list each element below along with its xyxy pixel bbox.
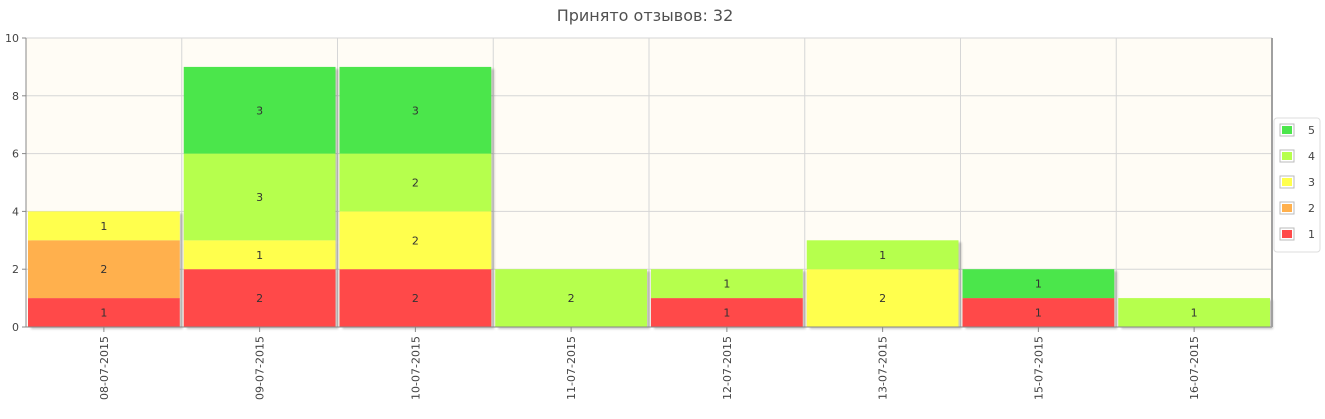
bar-segment[interactable] [183, 240, 336, 270]
x-tick-label: 09-07-2015 [254, 336, 267, 400]
x-tick-label: 15-07-2015 [1032, 336, 1045, 400]
bar-stack [28, 211, 180, 327]
legend-swatch[interactable] [1282, 204, 1292, 212]
bar-stack [651, 269, 803, 327]
legend-label[interactable]: 1 [1308, 228, 1315, 241]
bar-value-label: 2 [879, 292, 886, 305]
bar-segment[interactable] [339, 269, 492, 327]
bar-segment[interactable] [962, 269, 1115, 299]
bar-segment[interactable] [28, 211, 180, 241]
bar-segment[interactable] [339, 153, 492, 212]
bar-segment[interactable] [651, 269, 803, 299]
y-tick-label: 6 [12, 148, 19, 161]
bar-value-label: 1 [256, 249, 263, 262]
legend-label[interactable]: 4 [1308, 150, 1315, 163]
legend-label[interactable]: 5 [1308, 124, 1315, 137]
bar-segment[interactable] [28, 240, 180, 299]
bar-value-label: 1 [1035, 278, 1042, 291]
bar-segment[interactable] [339, 66, 492, 154]
y-tick-label: 2 [12, 263, 19, 276]
bar-value-label: 1 [879, 249, 886, 262]
x-tick-label: 10-07-2015 [409, 336, 422, 400]
bar-value-label: 2 [412, 292, 419, 305]
bar-stack [339, 66, 492, 327]
bar-stack [806, 240, 959, 327]
x-tick-label: 11-07-2015 [565, 336, 578, 400]
y-tick-label: 10 [5, 32, 19, 45]
bar-segment[interactable] [183, 153, 336, 241]
legend-label[interactable]: 2 [1308, 202, 1315, 215]
bar-segment[interactable] [339, 211, 492, 270]
bar-stack [495, 269, 647, 327]
bar-value-label: 3 [256, 104, 263, 117]
bar-stack [183, 66, 336, 327]
bar-stack [962, 269, 1115, 327]
bar-segment[interactable] [806, 240, 959, 270]
bar-value-label: 1 [100, 307, 107, 320]
bar-value-label: 3 [256, 191, 263, 204]
legend-swatch[interactable] [1282, 126, 1292, 134]
bar-value-label: 2 [256, 292, 263, 305]
y-tick-label: 4 [12, 205, 19, 218]
bar-value-label: 2 [412, 234, 419, 247]
x-tick-label: 12-07-2015 [721, 336, 734, 400]
bar-value-label: 1 [1035, 307, 1042, 320]
y-tick-label: 8 [12, 90, 19, 103]
x-tick-label: 16-07-2015 [1188, 336, 1201, 400]
y-tick-label: 0 [12, 321, 19, 334]
bar-segment[interactable] [651, 298, 803, 327]
bar-segment[interactable] [495, 269, 647, 327]
bar-segment[interactable] [1118, 298, 1270, 327]
bar-segment[interactable] [183, 269, 336, 327]
legend-swatch[interactable] [1282, 230, 1292, 238]
chart-title: Принято отзывов: 32 [556, 6, 734, 25]
x-tick-label: 13-07-2015 [877, 336, 890, 400]
bar-value-label: 1 [1191, 307, 1198, 320]
bar-value-label: 1 [100, 220, 107, 233]
bar-segment[interactable] [962, 298, 1115, 327]
bar-value-label: 2 [412, 177, 419, 190]
bar-value-label: 1 [723, 278, 730, 291]
bar-value-label: 3 [412, 104, 419, 117]
bar-segment[interactable] [183, 66, 336, 154]
legend-swatch[interactable] [1282, 152, 1292, 160]
x-tick-label: 08-07-2015 [98, 336, 111, 400]
bar-segment[interactable] [806, 269, 959, 327]
bar-value-label: 2 [100, 263, 107, 276]
legend-swatch[interactable] [1282, 178, 1292, 186]
legend-label[interactable]: 3 [1308, 176, 1315, 189]
bar-value-label: 2 [568, 292, 575, 305]
bar-value-label: 1 [723, 307, 730, 320]
bar-stack [1118, 298, 1270, 327]
bar-segment[interactable] [28, 298, 180, 327]
